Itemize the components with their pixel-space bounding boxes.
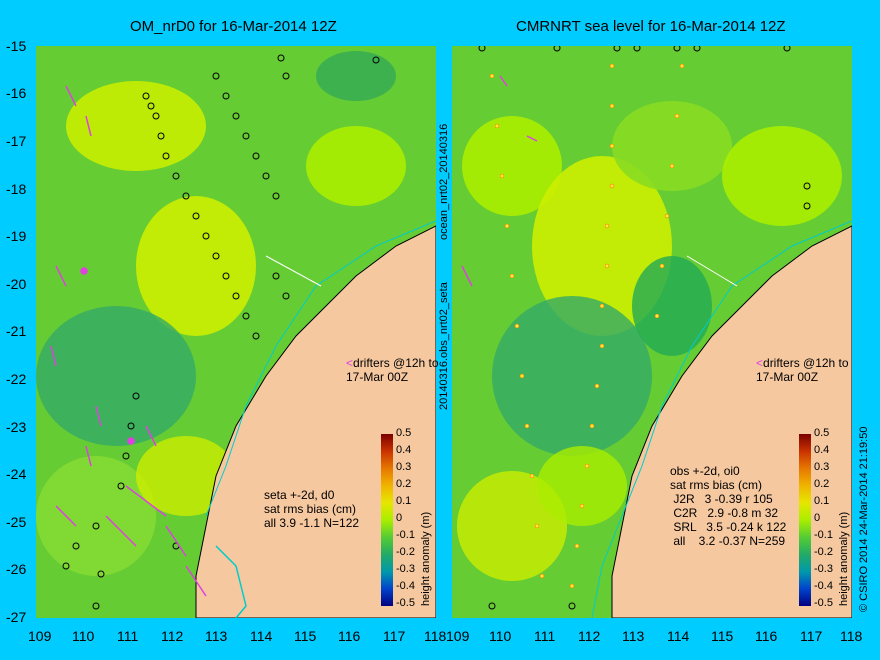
drifter-legend-right-text: drifters @12h to 17-Mar 00Z xyxy=(756,356,849,384)
run-id-label: ocean_nrt02_20140316 xyxy=(438,123,450,240)
map-panel-left xyxy=(36,46,436,618)
x-tick: 114 xyxy=(250,628,273,644)
x-tick: 109 xyxy=(28,628,52,644)
x-tick: 117 xyxy=(383,628,406,644)
drifter-arrows-left xyxy=(50,85,207,597)
x-tick: 110 xyxy=(489,628,512,644)
x-tick: 113 xyxy=(205,628,228,644)
legend-title-right: height anomaly (m) xyxy=(838,511,850,606)
y-tick: -22 xyxy=(6,371,27,387)
x-tick: 116 xyxy=(338,628,361,644)
legend-tick: 0.5 xyxy=(396,427,412,439)
map-right-svg xyxy=(452,46,852,618)
drifter-legend-left-text: drifters @12h to 17-Mar 00Z xyxy=(346,356,439,384)
legend-tick: 0.2 xyxy=(814,478,830,490)
map-left-svg xyxy=(36,46,436,618)
observation-circles-right xyxy=(478,46,811,610)
obs-file-label: 20140316.obs_nrt02_seta xyxy=(438,282,450,410)
drifter-legend-right: <drifters @12h to 17-Mar 00Z xyxy=(756,356,849,384)
y-tick: -27 xyxy=(6,609,27,625)
legend-tick: -0.3 xyxy=(396,563,415,575)
observation-dots-right xyxy=(489,63,685,589)
y-tick: -25 xyxy=(6,514,27,530)
x-tick: 118 xyxy=(424,628,447,644)
legend-tick: 0.2 xyxy=(396,478,412,490)
colorbar-right xyxy=(799,434,811,606)
x-tick: 117 xyxy=(800,628,823,644)
title-right: CMRNRT sea level for 16-Mar-2014 12Z xyxy=(516,18,786,35)
legend-tick: -0.4 xyxy=(814,580,833,592)
y-tick: -18 xyxy=(6,181,27,197)
stats-left: seta +-2d, d0 sat rms bias (cm) all 3.9 … xyxy=(264,488,360,530)
title-left: OM_nrD0 for 16-Mar-2014 12Z xyxy=(130,18,337,35)
x-tick: 115 xyxy=(711,628,734,644)
legend-tick: 0.4 xyxy=(814,444,830,456)
legend-tick: 0.3 xyxy=(814,461,830,473)
colorbar-left xyxy=(381,434,393,606)
drifter-legend-left: <drifters @12h to 17-Mar 00Z xyxy=(346,356,439,384)
x-tick: 109 xyxy=(446,628,470,644)
y-tick: -21 xyxy=(6,323,27,339)
x-tick: 115 xyxy=(294,628,317,644)
copyright-label: © CSIRO 2014 24-Mar-2014 21:19:50 xyxy=(858,426,870,612)
x-tick: 113 xyxy=(622,628,645,644)
legend-tick: -0.2 xyxy=(396,546,415,558)
legend-tick: 0.1 xyxy=(396,495,412,507)
y-tick: -26 xyxy=(6,561,27,577)
legend-tick: -0.2 xyxy=(814,546,833,558)
legend-tick: 0 xyxy=(396,512,403,524)
x-tick: 112 xyxy=(578,628,601,644)
observation-circles-left xyxy=(62,54,380,610)
x-tick: 114 xyxy=(667,628,690,644)
legend-tick: 0.4 xyxy=(396,444,412,456)
y-tick: -20 xyxy=(6,276,27,292)
stats-right: obs +-2d, oi0 sat rms bias (cm) J2R 3 -0… xyxy=(670,464,787,548)
y-tick: -16 xyxy=(6,85,27,101)
legend-tick: 0 xyxy=(814,512,821,524)
x-tick: 118 xyxy=(840,628,863,644)
x-tick: 116 xyxy=(755,628,778,644)
y-tick: -15 xyxy=(6,38,27,54)
legend-title-left: height anomaly (m) xyxy=(420,511,432,606)
legend-tick: -0.1 xyxy=(814,529,833,541)
x-tick: 111 xyxy=(534,628,556,644)
legend-tick: -0.5 xyxy=(814,597,833,609)
x-tick: 111 xyxy=(117,628,139,644)
legend-tick: 0.5 xyxy=(814,427,830,439)
legend-tick: -0.3 xyxy=(814,563,833,575)
x-tick: 110 xyxy=(72,628,95,644)
legend-tick: 0.3 xyxy=(396,461,412,473)
map-panel-right xyxy=(452,46,852,618)
legend-tick: -0.1 xyxy=(396,529,415,541)
y-tick: -24 xyxy=(6,466,27,482)
legend-tick: -0.4 xyxy=(396,580,415,592)
y-tick: -23 xyxy=(6,419,27,435)
y-tick: -19 xyxy=(6,228,27,244)
legend-tick: -0.5 xyxy=(396,597,415,609)
drifter-marks-right xyxy=(461,75,538,287)
y-tick: -17 xyxy=(6,133,27,149)
legend-tick: 0.1 xyxy=(814,495,830,507)
x-tick: 112 xyxy=(161,628,184,644)
